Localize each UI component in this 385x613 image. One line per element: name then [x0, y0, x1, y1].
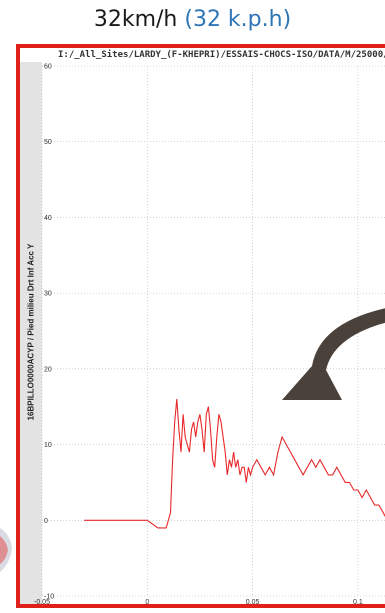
y-tick-label: -10 [44, 594, 54, 601]
x-tick-label: -0.05 [34, 599, 50, 604]
acceleration-trace [84, 399, 385, 529]
x-tick-label: 0.05 [246, 599, 260, 604]
y-tick-label: 40 [44, 215, 52, 222]
y-tick-label: 10 [44, 442, 52, 449]
y-tick-label: 30 [44, 291, 52, 298]
chart-frame: I:/_All_Sites/LARDY_(F-KHEPRI)/ESSAIS-CH… [16, 44, 385, 608]
y-tick-label: 20 [44, 366, 52, 373]
file-path-title: I:/_All_Sites/LARDY_(F-KHEPRI)/ESSAIS-CH… [58, 50, 385, 60]
slide-heading: 32km/h (32 k.p.h) [0, 6, 385, 34]
speed-kmh: 32km/h [93, 7, 178, 32]
logo-fragment [0, 528, 12, 572]
x-tick-label: 0.1 [353, 599, 363, 604]
y-tick-label: 50 [44, 139, 52, 146]
curved-arrow-annotation [282, 308, 385, 400]
speed-kph: (32 k.p.h) [184, 7, 292, 32]
y-tick-label: 0 [44, 518, 48, 525]
y-tick-label: 60 [44, 64, 52, 71]
y-axis-panel: 16BPILLO0000ACYP / Pied milieu Drt Inf A… [20, 62, 42, 604]
x-tick-label: 0 [145, 599, 149, 604]
